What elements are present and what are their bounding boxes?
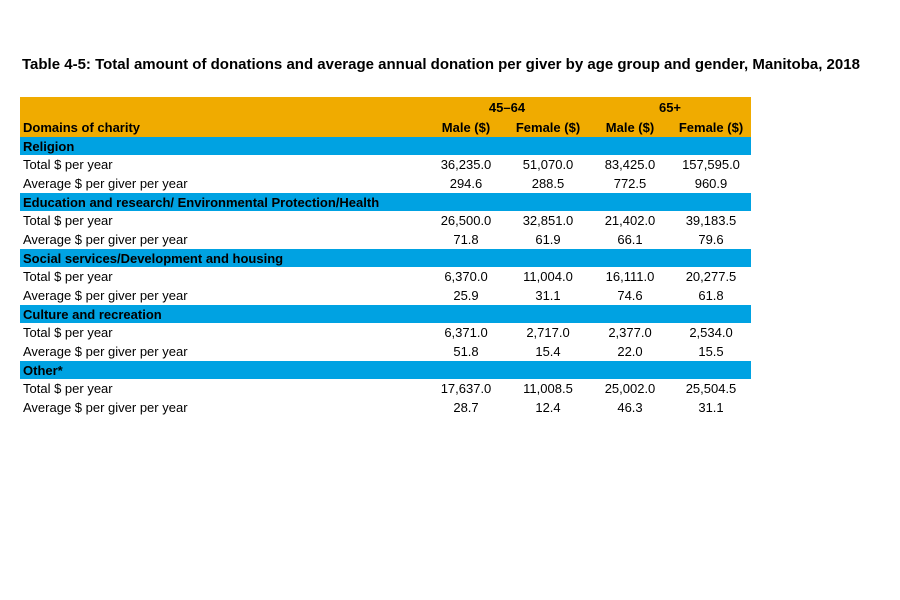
cell-value: 83,425.0 [589,155,671,174]
cell-value: 51,070.0 [507,155,589,174]
age-group-65plus-header: 65+ [589,97,751,117]
cell-value: 2,534.0 [671,323,751,342]
section-row-education-and-research-environmental-protection-health: Education and research/ Environmental Pr… [20,193,751,211]
table-row: Average $ per giver per year 25.9 31.1 74.6… [20,286,751,305]
cell-value: 26,500.0 [425,211,507,230]
cell-value: 61.9 [507,230,589,249]
age-group-45-64-header: 45–64 [425,97,589,117]
section-row-social-services-development-and-housing: Social services/Development and housing [20,249,751,267]
table-row: Total $ per year 6,370.0 11,004.0 16,111.0 2… [20,267,751,286]
table-row: Total $ per year 36,235.0 51,070.0 83,425.0… [20,155,751,174]
cell-value: 46.3 [589,398,671,417]
row-label: Total $ per year [20,155,425,174]
col-header-female-65plus: Female ($) [671,117,751,137]
cell-value: 22.0 [589,342,671,361]
table-row: Average $ per giver per year 51.8 15.4 22.0… [20,342,751,361]
row-label: Average $ per giver per year [20,286,425,305]
cell-value: 288.5 [507,174,589,193]
row-label: Average $ per giver per year [20,342,425,361]
cell-value: 157,595.0 [671,155,751,174]
age-group-header-row: 45–64 65+ [20,97,751,117]
column-header-row: Domains of charity Male ($) Female ($) M… [20,117,751,137]
cell-value: 15.5 [671,342,751,361]
section-header-label: Social services/Development and housing [20,249,751,267]
cell-value: 2,377.0 [589,323,671,342]
cell-value: 6,370.0 [425,267,507,286]
table-row: Average $ per giver per year 28.7 12.4 46.3… [20,398,751,417]
cell-value: 74.6 [589,286,671,305]
cell-value: 2,717.0 [507,323,589,342]
section-header-label: Education and research/ Environmental Pr… [20,193,751,211]
row-label: Average $ per giver per year [20,230,425,249]
row-label: Total $ per year [20,379,425,398]
table-title: Table 4-5: Total amount of donations and… [22,56,860,73]
cell-value: 12.4 [507,398,589,417]
table-body: Religion Total $ per year 36,235.0 51,070.0… [20,137,751,417]
cell-value: 25.9 [425,286,507,305]
cell-value: 20,277.5 [671,267,751,286]
domains-of-charity-header: Domains of charity [20,117,425,137]
row-label: Average $ per giver per year [20,398,425,417]
row-label: Total $ per year [20,323,425,342]
col-header-female-45-64: Female ($) [507,117,589,137]
table-row: Total $ per year 26,500.0 32,851.0 21,402.0… [20,211,751,230]
section-row-culture-and-recreation: Culture and recreation [20,305,751,323]
section-row-other: Other* [20,361,751,379]
cell-value: 51.8 [425,342,507,361]
donations-table: 45–64 65+ Domains of charity Male ($) Fe… [20,97,751,417]
cell-value: 15.4 [507,342,589,361]
cell-value: 25,002.0 [589,379,671,398]
cell-value: 11,004.0 [507,267,589,286]
cell-value: 61.8 [671,286,751,305]
cell-value: 66.1 [589,230,671,249]
row-label: Total $ per year [20,267,425,286]
cell-value: 11,008.5 [507,379,589,398]
section-header-label: Religion [20,137,751,155]
cell-value: 294.6 [425,174,507,193]
table-header: 45–64 65+ Domains of charity Male ($) Fe… [20,97,751,137]
cell-value: 71.8 [425,230,507,249]
table-row: Average $ per giver per year 294.6 288.5 77… [20,174,751,193]
header-spacer-cell [20,97,425,117]
col-header-male-65plus: Male ($) [589,117,671,137]
cell-value: 32,851.0 [507,211,589,230]
table-row: Average $ per giver per year 71.8 61.9 66.1… [20,230,751,249]
cell-value: 16,111.0 [589,267,671,286]
cell-value: 31.1 [507,286,589,305]
cell-value: 6,371.0 [425,323,507,342]
section-header-label: Other* [20,361,751,379]
cell-value: 36,235.0 [425,155,507,174]
section-row-religion: Religion [20,137,751,155]
cell-value: 960.9 [671,174,751,193]
cell-value: 21,402.0 [589,211,671,230]
cell-value: 31.1 [671,398,751,417]
cell-value: 17,637.0 [425,379,507,398]
table-row: Total $ per year 6,371.0 2,717.0 2,377.0 2,5… [20,323,751,342]
cell-value: 39,183.5 [671,211,751,230]
cell-value: 25,504.5 [671,379,751,398]
cell-value: 28.7 [425,398,507,417]
row-label: Average $ per giver per year [20,174,425,193]
section-header-label: Culture and recreation [20,305,751,323]
cell-value: 772.5 [589,174,671,193]
cell-value: 79.6 [671,230,751,249]
col-header-male-45-64: Male ($) [425,117,507,137]
row-label: Total $ per year [20,211,425,230]
table-row: Total $ per year 17,637.0 11,008.5 25,002.0… [20,379,751,398]
